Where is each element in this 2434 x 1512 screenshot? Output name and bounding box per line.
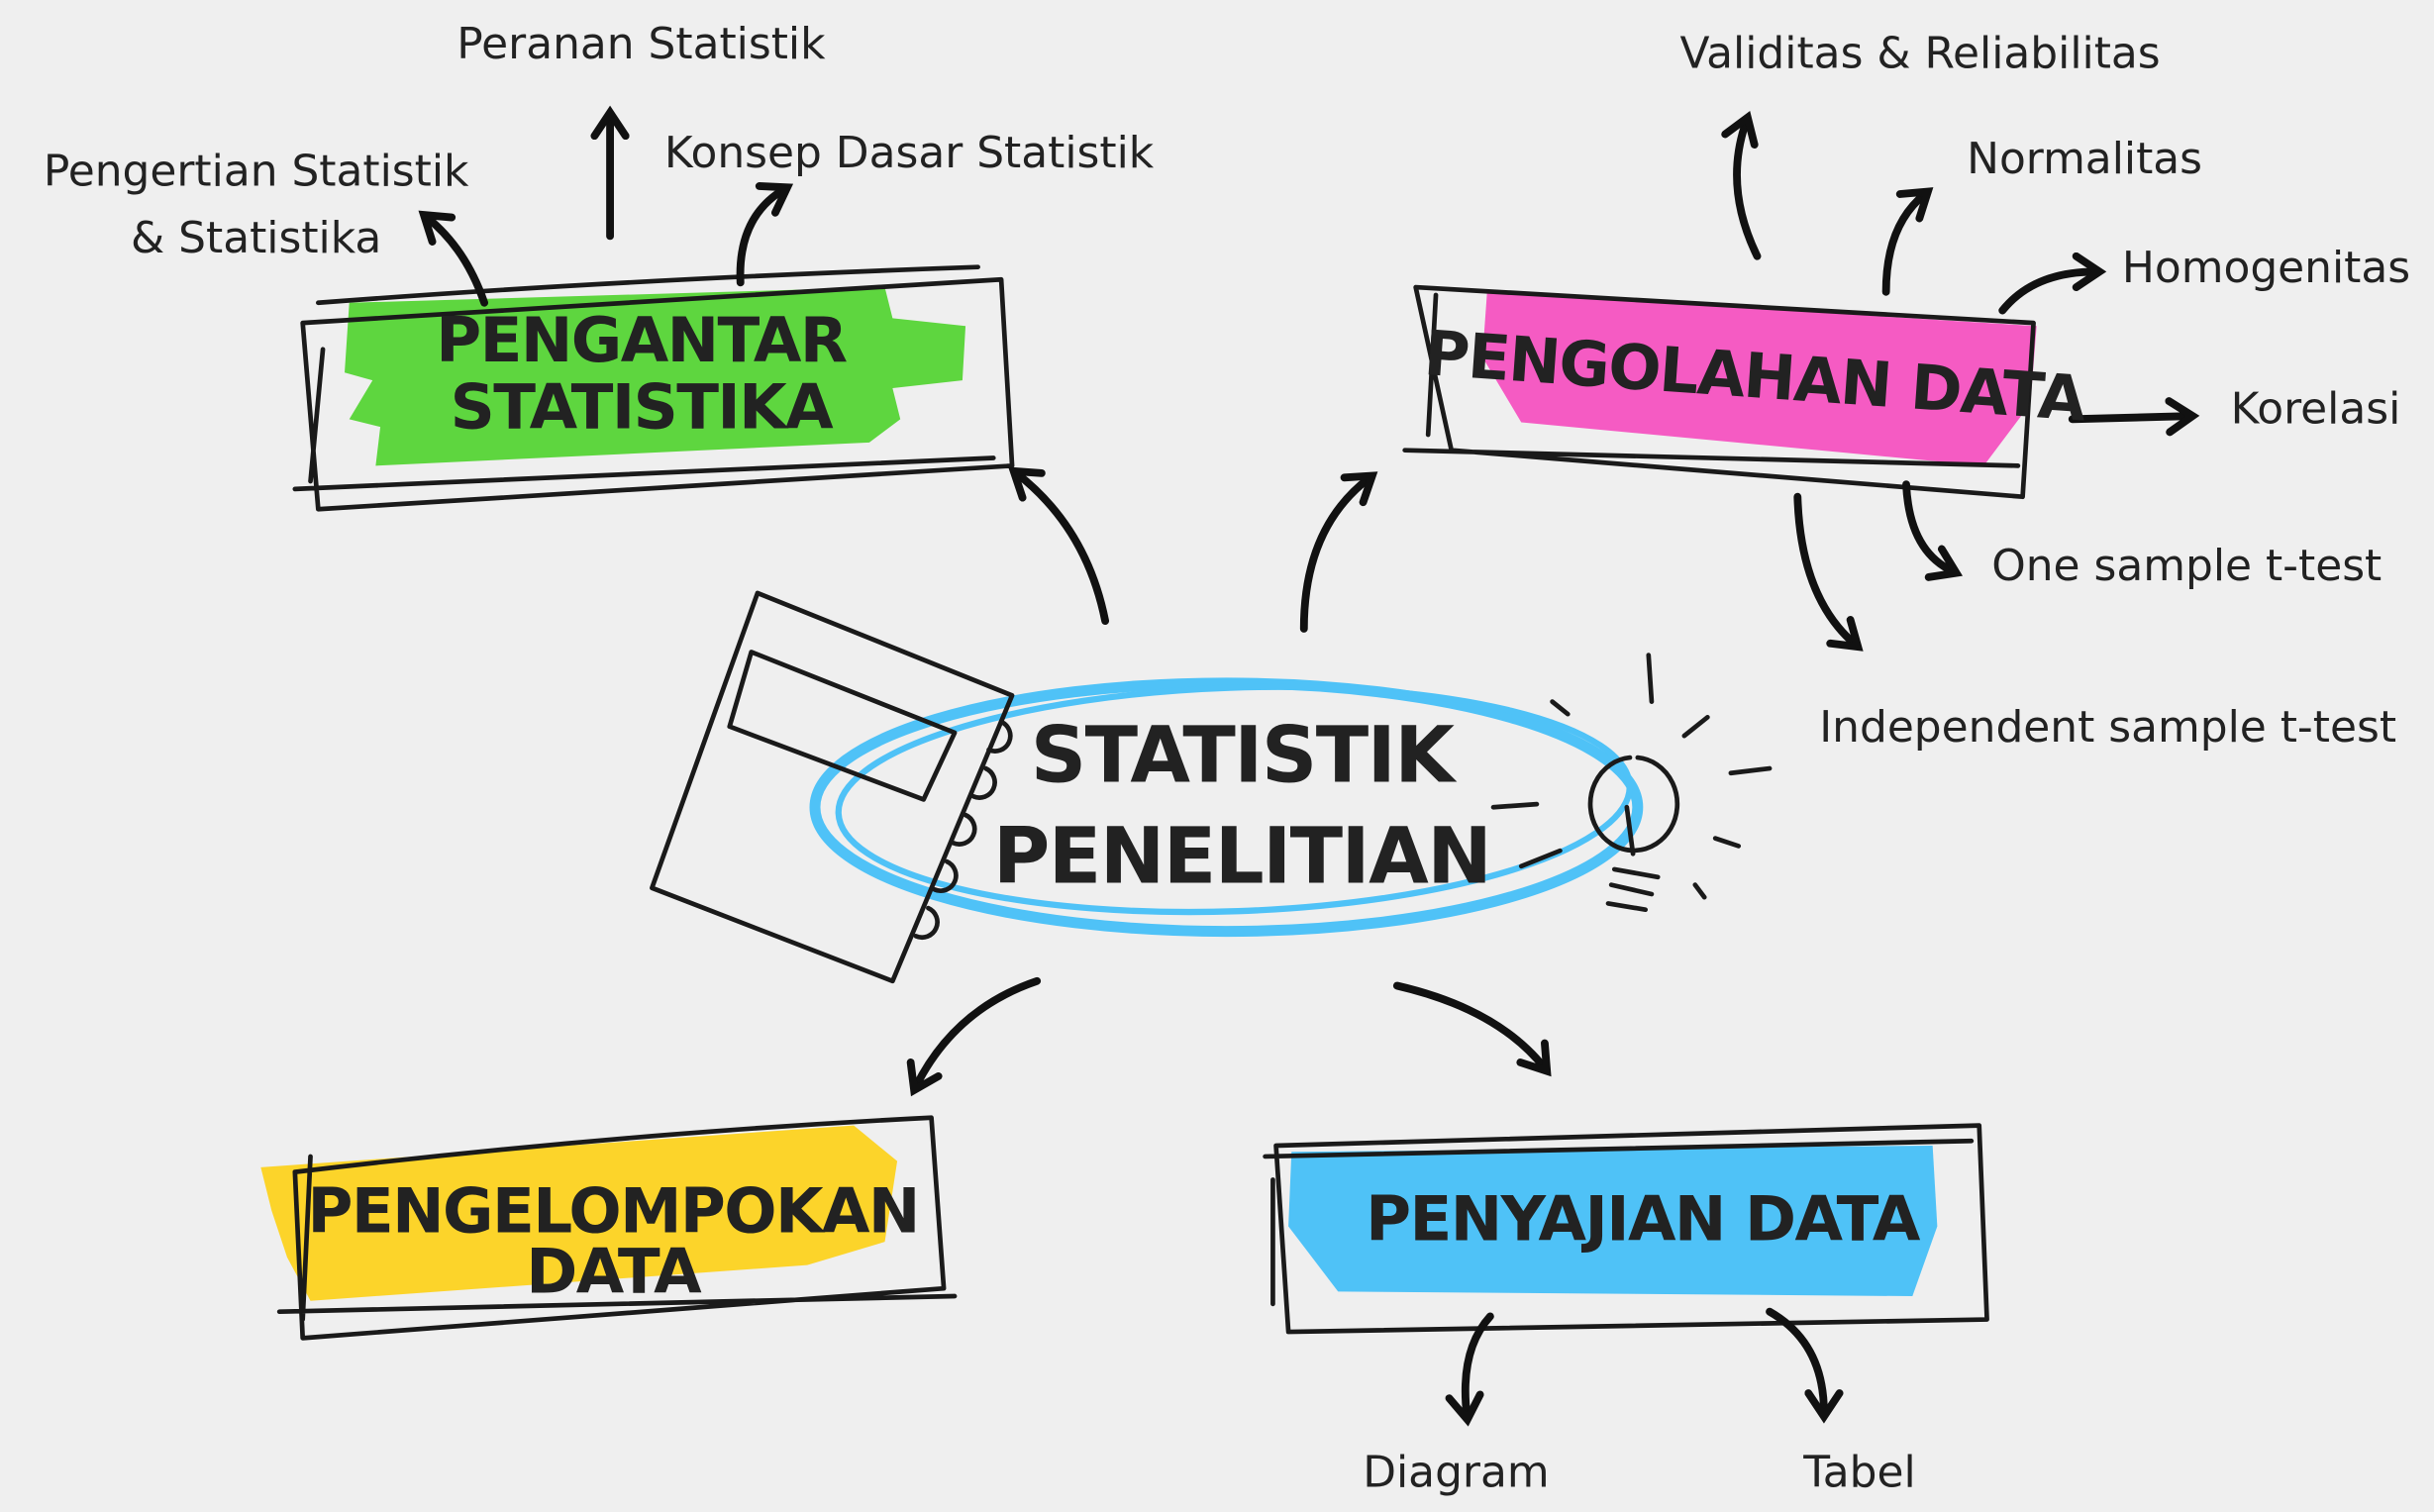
page: STATISTIK PENELITIAN PENGANTAR STATISTIK… [0, 0, 2434, 1512]
subtopic-label: Konsep Dasar Statistik [664, 128, 1155, 178]
subtopic-label: Independent sample t-test [1819, 702, 2396, 753]
subtopic-label: One sample t-test [1991, 541, 2382, 591]
topic-label: STATISTIKA [451, 371, 834, 444]
topic-label: PENYAJIAN DATA [1366, 1182, 1921, 1255]
subtopic-label: & Statistika [131, 213, 381, 263]
mind-map: STATISTIK PENELITIAN PENGANTAR STATISTIK… [0, 0, 2434, 1512]
subtopic-label: Pengertian Statistik [44, 147, 469, 197]
subtopic-label: Tabel [1802, 1447, 1915, 1497]
center-label: STATISTIK [1031, 711, 1459, 801]
subtopic-label: Diagram [1363, 1447, 1549, 1497]
topic-label: DATA [526, 1236, 702, 1308]
center-label: PENELITIAN [993, 812, 1490, 902]
subtopic-label: Validitas & Reliabilitas [1680, 29, 2161, 79]
subtopic-label: Korelasi [2231, 383, 2401, 434]
subtopic-label: Peranan Statistik [456, 19, 826, 69]
topic-label: PENGANTAR [436, 304, 848, 376]
subtopic-label: Normalitas [1967, 134, 2202, 184]
subtopic-label: Homogenitas [2122, 243, 2410, 293]
